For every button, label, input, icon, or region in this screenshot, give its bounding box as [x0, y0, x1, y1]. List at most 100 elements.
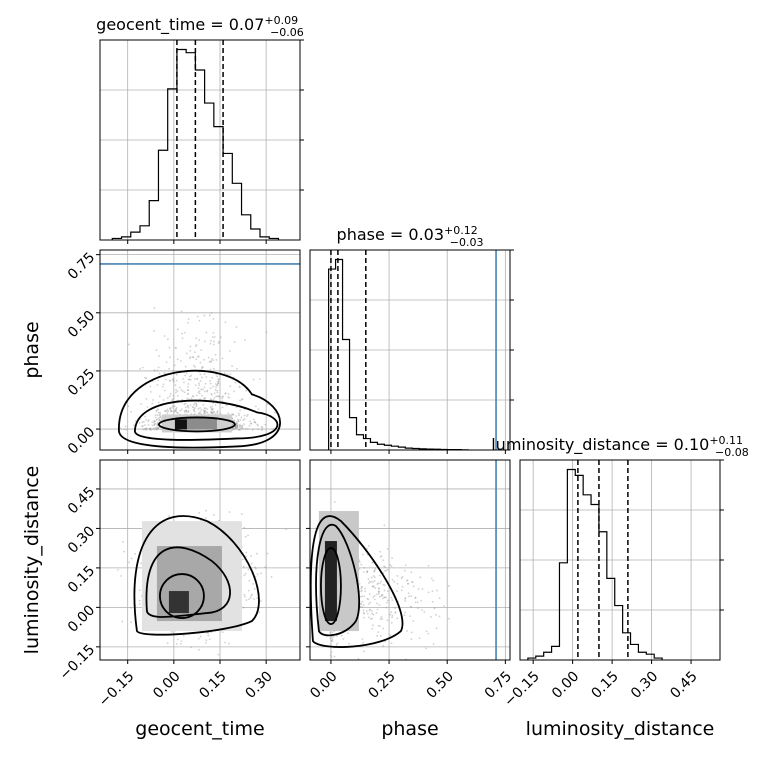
sample-point: [241, 558, 244, 561]
sample-point: [164, 410, 167, 413]
panel-phase-hist: phase = 0.03+0.12 −0.03: [309, 224, 514, 454]
sample-point: [363, 616, 365, 619]
sample-point: [187, 378, 190, 381]
sample-point: [362, 641, 364, 644]
sample-point: [191, 405, 194, 408]
sample-point: [238, 385, 241, 388]
sample-point: [173, 364, 176, 367]
sample-point: [414, 597, 417, 600]
sample-point: [430, 577, 433, 580]
panel-frame: [309, 459, 511, 661]
sample-point: [366, 570, 369, 573]
sample-point: [237, 420, 240, 422]
sample-point: [196, 378, 199, 380]
sample-point: [254, 566, 256, 569]
sample-point: [231, 429, 234, 431]
sample-point: [214, 383, 217, 385]
sample-point: [211, 376, 214, 379]
contour-3sigma: [310, 515, 404, 648]
sample-point: [367, 582, 370, 584]
sample-point: [258, 611, 261, 614]
sample-point: [432, 643, 435, 645]
sample-point: [203, 410, 206, 413]
sample-point: [227, 642, 230, 645]
sample-point: [373, 569, 376, 572]
sample-point: [358, 560, 361, 563]
sample-point: [243, 417, 246, 420]
sample-point: [214, 403, 217, 406]
sample-point: [378, 593, 380, 595]
sample-point: [414, 601, 417, 604]
sample-point: [210, 410, 212, 413]
sample-point: [129, 606, 132, 609]
tick-label-x: 0.15: [589, 668, 622, 701]
sample-point: [417, 587, 420, 590]
contour-2sigma: [134, 399, 279, 441]
sample-point: [235, 415, 238, 417]
sample-point: [164, 378, 167, 381]
sample-point: [197, 355, 199, 358]
sample-point: [427, 564, 430, 567]
sample-point: [156, 414, 159, 417]
sample-point: [412, 585, 415, 588]
sample-point: [146, 406, 149, 408]
sample-point: [403, 614, 406, 616]
sample-point: [120, 575, 122, 577]
sample-point: [217, 380, 220, 383]
sample-point: [180, 408, 183, 411]
sample-point: [386, 599, 389, 602]
sample-point: [157, 379, 160, 382]
histogram-step-luminosity_distance: [527, 468, 663, 660]
sample-point: [210, 399, 212, 401]
sample-point: [217, 395, 220, 398]
sample-point: [377, 587, 380, 590]
sample-point: [180, 310, 183, 313]
sample-point: [192, 356, 195, 359]
sample-point: [209, 387, 212, 390]
sample-point: [406, 630, 408, 632]
sample-point: [360, 603, 362, 605]
panel-geocent_time-hist: geocent_time = 0.07+0.09 −0.06: [96, 14, 304, 244]
sample-point: [185, 409, 187, 412]
sample-point: [383, 589, 386, 592]
sample-point: [416, 601, 419, 604]
sample-point: [186, 405, 189, 408]
sample-point: [186, 411, 188, 414]
sample-point: [427, 632, 430, 635]
sample-point: [237, 418, 239, 421]
sample-point: [192, 364, 195, 367]
sample-point: [203, 314, 206, 317]
sample-point: [185, 372, 188, 375]
axis-label-x-geocent_time: geocent_time: [135, 718, 264, 740]
sample-point: [255, 552, 258, 555]
sample-point: [237, 420, 240, 423]
sample-point: [384, 570, 386, 572]
sample-point: [175, 643, 178, 645]
sample-point: [155, 427, 157, 430]
sample-point: [372, 585, 374, 588]
sample-point: [209, 382, 212, 385]
sample-point: [170, 409, 173, 412]
sample-point: [156, 421, 159, 424]
sample-point: [201, 367, 203, 370]
sample-point: [245, 415, 248, 418]
sample-point: [374, 567, 377, 570]
sample-point: [198, 382, 200, 385]
sample-point: [228, 511, 231, 513]
sample-point: [360, 590, 363, 593]
sample-point: [236, 425, 239, 428]
sample-point: [379, 582, 381, 585]
sample-point: [210, 407, 213, 410]
sample-point: [418, 637, 421, 640]
sample-point: [202, 366, 204, 368]
sample-point: [250, 422, 253, 425]
sample-point: [239, 419, 242, 421]
sample-point: [147, 420, 149, 423]
sample-point: [217, 378, 220, 381]
sample-point: [200, 408, 203, 411]
sample-point: [390, 642, 393, 645]
sample-point: [157, 427, 159, 430]
sample-point: [153, 370, 156, 372]
sample-point: [358, 583, 361, 585]
sample-point: [378, 591, 380, 593]
